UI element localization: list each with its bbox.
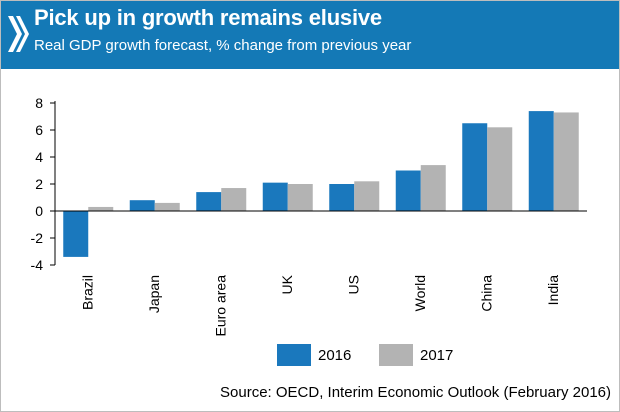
- legend-label-2016: 2016: [318, 346, 352, 364]
- y-axis-ticks: 8 6 4 2 0 -2 -4: [31, 95, 55, 273]
- category-label: Euro area: [212, 275, 228, 337]
- bar-chart: 8 6 4 2 0 -2 -4 Brazil Japan Euro area UK US World C…: [31, 95, 587, 336]
- legend-swatch-2017: [379, 344, 413, 366]
- y-tick-label: 2: [35, 176, 43, 192]
- chart-header: Pick up in growth remains elusive Real G…: [1, 1, 619, 69]
- bar-2016-uk: [262, 182, 288, 211]
- source-note: Source: OECD, Interim Economic Outlook (…: [220, 384, 611, 401]
- bar-2017-china: [487, 127, 513, 211]
- category-label: World: [412, 275, 428, 311]
- category-label: Brazil: [79, 275, 95, 310]
- y-tick-label: 6: [35, 122, 43, 138]
- category-labels: Brazil Japan Euro area UK US World China India: [79, 274, 561, 336]
- category-label: China: [478, 275, 494, 312]
- chart-title: Pick up in growth remains elusive: [34, 5, 382, 30]
- legend-item-2016: 2016: [277, 344, 351, 366]
- y-tick-label: 8: [35, 95, 43, 111]
- bar-2016-china: [462, 123, 488, 211]
- bar-2017-euro-area: [221, 188, 247, 211]
- legend-label-2017: 2017: [420, 346, 454, 364]
- bar-2017-brazil: [88, 206, 114, 211]
- legend-item-2017: 2017: [379, 344, 453, 366]
- oecd-chevron-logo: [8, 16, 29, 52]
- category-label: Japan: [146, 275, 162, 313]
- bars: [63, 111, 579, 257]
- bar-2017-uk: [287, 184, 313, 211]
- y-tick-label: 4: [35, 149, 43, 165]
- y-tick-label: -2: [31, 230, 44, 246]
- category-label: India: [545, 275, 561, 306]
- bar-2016-world: [395, 170, 421, 211]
- bar-2017-us: [354, 181, 380, 211]
- legend-swatch-2016: [277, 344, 311, 366]
- bar-2016-euro-area: [196, 192, 222, 211]
- bar-2016-japan: [129, 200, 155, 211]
- category-label: UK: [279, 274, 295, 294]
- bar-2016-us: [329, 184, 355, 211]
- bar-2016-brazil: [63, 211, 89, 257]
- y-tick-label: 0: [35, 203, 43, 219]
- y-tick-label: -4: [31, 257, 44, 273]
- bar-2016-india: [528, 111, 554, 211]
- chart-subtitle: Real GDP growth forecast, % change from …: [34, 37, 412, 54]
- bar-2017-japan: [154, 202, 180, 211]
- bar-2017-india: [553, 112, 579, 211]
- bar-2017-world: [420, 165, 446, 211]
- category-label: US: [345, 275, 361, 294]
